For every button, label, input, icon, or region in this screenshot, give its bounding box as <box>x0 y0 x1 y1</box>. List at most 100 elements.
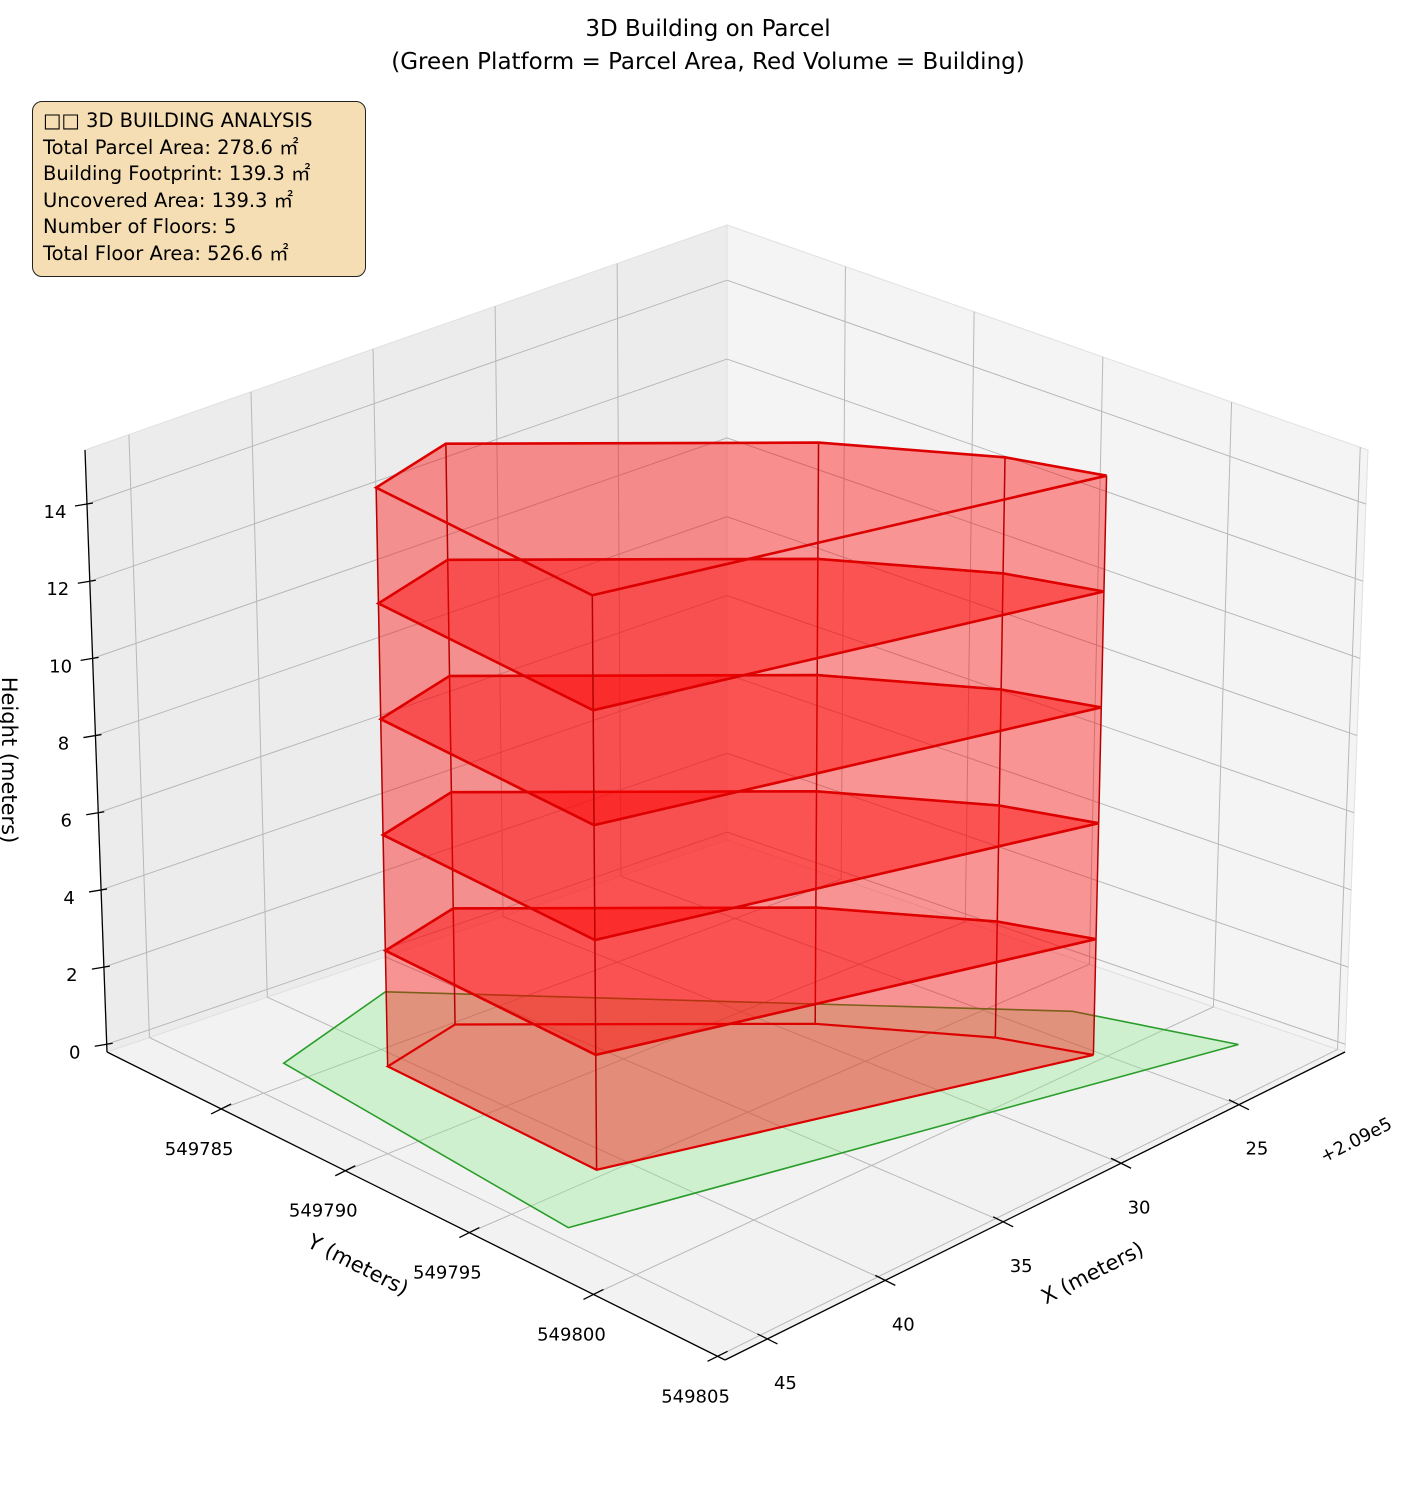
z-tick-label: 10 <box>49 656 72 677</box>
floor-vertical-edge <box>446 559 451 677</box>
y-tick-mark <box>707 1350 728 1362</box>
gridline-y-wall <box>840 266 846 880</box>
x-tick-mark <box>757 1333 778 1345</box>
gridline-y-floor <box>220 878 842 1110</box>
floor-side-face <box>385 908 456 1067</box>
z-tick-mark <box>91 965 111 970</box>
y-tick-mark <box>210 1103 232 1115</box>
y-tick-label: 549800 <box>537 1324 606 1345</box>
y-tick-mark <box>583 1288 604 1301</box>
x-tick-label: 25 <box>1245 1139 1268 1160</box>
x-tick-label: 30 <box>1128 1197 1151 1218</box>
z-tick-label: 12 <box>46 579 69 600</box>
floor-top-face <box>376 442 1107 596</box>
floor-bottom-face <box>383 791 1099 940</box>
floor-vertical-edge <box>1095 823 1100 940</box>
chart-title: 3D Building on Parcel <box>585 16 831 42</box>
gridline-y-floor <box>717 1048 1338 1357</box>
floor-side-face <box>592 475 1107 711</box>
floor-side-face <box>376 487 594 711</box>
gridline-z-right-wall <box>726 358 1364 582</box>
z-tick-label: 14 <box>44 502 67 523</box>
floor-vertical-edge <box>384 950 389 1067</box>
floor-bottom-face <box>378 558 1104 711</box>
gridline-z-right-wall <box>726 673 1352 891</box>
y-tick-mark <box>334 1165 356 1177</box>
gridline-y-floor <box>345 921 966 1172</box>
floor-side-face <box>380 719 595 940</box>
y-tick-label: 549795 <box>413 1263 482 1284</box>
x-axis-line <box>724 1051 1346 1361</box>
z-tick-label: 6 <box>61 811 72 832</box>
floor-side-face <box>449 675 818 793</box>
y-tick-label: 549785 <box>165 1139 234 1160</box>
x-tick-mark <box>875 1274 896 1286</box>
z-tick-mark <box>77 579 96 584</box>
floor-vertical-edge <box>382 834 387 951</box>
y-tick-mark <box>459 1227 480 1239</box>
floor-side-face <box>385 950 597 1170</box>
y-axis-line <box>106 1051 726 1361</box>
gridline-z-left-wall <box>106 831 728 1045</box>
floor-vertical-edge <box>594 940 597 1055</box>
x-tick-mark <box>1228 1099 1250 1111</box>
y-tick-label: 549805 <box>661 1386 730 1407</box>
floor-vertical-edge <box>1100 591 1105 708</box>
gridline-y-wall <box>964 311 975 922</box>
x-offset-label: +2.09e5 <box>1317 1113 1396 1167</box>
floor-vertical-edge <box>591 595 594 711</box>
floor-vertical-edge <box>375 487 380 604</box>
gridline-x-floor <box>267 996 886 1281</box>
info-heading: □□ 3D BUILDING ANALYSIS <box>43 109 313 132</box>
chart-subtitle: (Green Platform = Parcel Area, Red Volum… <box>391 49 1025 75</box>
floor-side-face <box>1001 573 1104 708</box>
gridline-z-left-wall <box>86 279 728 505</box>
gridline-z-right-wall <box>726 595 1355 814</box>
floor-bottom-outline <box>378 673 1102 827</box>
floor-side-face <box>594 707 1102 940</box>
floor-vertical-edge <box>1092 939 1097 1055</box>
parcel-platform <box>282 990 1239 1229</box>
z-axis-label: Height (meters) <box>0 677 21 844</box>
info-number-of-floors: Number of Floors: 5 <box>43 215 237 239</box>
gridline-y-wall <box>1088 356 1104 965</box>
floor-side-face <box>595 939 1096 1170</box>
floor-bottom-outline <box>385 1022 1094 1171</box>
floor-top-outline <box>373 441 1107 597</box>
z-tick-mark <box>94 1042 113 1047</box>
floor-side-face <box>997 805 1099 940</box>
z-tick-label: 8 <box>58 734 69 755</box>
z-tick-mark <box>74 502 94 507</box>
gridline-y-wall <box>1212 402 1233 1007</box>
floor-top-face <box>378 558 1104 711</box>
gridline-z-left-wall <box>98 595 728 814</box>
floor-side-face <box>1003 457 1107 592</box>
floor-bottom-face <box>380 675 1102 826</box>
floor-side-face <box>816 675 1002 806</box>
gridline-z-right-wall <box>726 279 1367 505</box>
floor-vertical-edge <box>816 558 819 676</box>
floor-bottom-outline <box>376 557 1105 712</box>
gridline-z-left-wall <box>95 516 728 737</box>
floor-vertical-edge <box>593 825 596 941</box>
floor-bottom-face <box>385 907 1096 1055</box>
z-tick-mark <box>80 656 99 662</box>
floor-side-face <box>383 792 454 951</box>
floor-bottom-outline <box>383 906 1097 1057</box>
floor-side-face <box>447 558 818 676</box>
z-tick-mark <box>88 888 108 893</box>
floor-vertical-edge <box>815 675 818 792</box>
floor-vertical-edge <box>379 719 384 835</box>
floor-vertical-edge <box>1103 475 1108 592</box>
floor-vertical-edge <box>1002 457 1006 574</box>
floor-vertical-edge <box>1000 573 1004 690</box>
floor-side-face <box>445 442 819 560</box>
gridline-x-floor <box>620 875 1240 1106</box>
z-tick-label: 2 <box>66 965 77 986</box>
gridline-z-right-wall <box>726 752 1349 968</box>
gridline-z-left-wall <box>92 437 728 659</box>
gridline-z-right-wall <box>726 831 1346 1045</box>
floor-vertical-edge <box>592 710 595 826</box>
info-total-floor-area: Total Floor Area: 526.6 ㎡ <box>43 241 289 265</box>
